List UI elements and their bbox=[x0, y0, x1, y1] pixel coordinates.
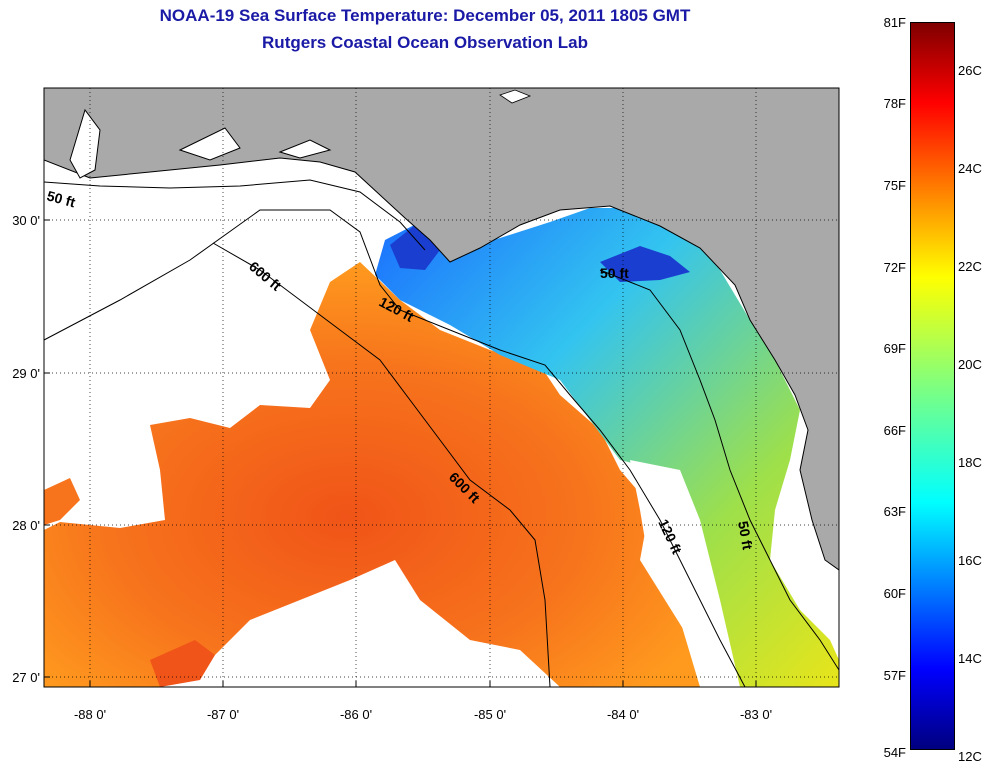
colorbar-c-label: 20C bbox=[958, 357, 982, 372]
contour-50ft bbox=[44, 179, 426, 251]
contour-label: 50 ft bbox=[45, 187, 77, 210]
warm-patch-west bbox=[44, 478, 80, 525]
colorbar-c-label: 16C bbox=[958, 553, 982, 568]
colorbar-f-label: 75F bbox=[883, 178, 906, 193]
lon-label: -86 0' bbox=[339, 707, 373, 722]
colorbar-f-label: 60F bbox=[883, 586, 906, 601]
colorbar-c-label: 22C bbox=[958, 259, 982, 274]
colorbar-f-label: 63F bbox=[883, 504, 906, 519]
colorbar-c-label: 18C bbox=[958, 455, 982, 470]
colorbar-f-label: 69F bbox=[883, 341, 906, 356]
axis-ticks bbox=[44, 219, 757, 687]
land-mass bbox=[44, 88, 839, 571]
depth-contours bbox=[44, 179, 839, 687]
lat-label: 28 0' bbox=[12, 518, 40, 533]
colorbar-f-label: 78F bbox=[883, 96, 906, 111]
map-subtitle: Rutgers Coastal Ocean Observation Lab bbox=[262, 33, 588, 52]
lon-label: -85 0' bbox=[473, 707, 507, 722]
temperature-colorbar bbox=[910, 22, 955, 750]
lat-label: 30 0' bbox=[12, 213, 40, 228]
warm-patch-south bbox=[150, 640, 215, 687]
contour-50ft-east bbox=[599, 269, 839, 671]
colorbar-f-label: 66F bbox=[883, 423, 906, 438]
colorbar-f-label: 72F bbox=[883, 260, 906, 275]
colorbar-c-label: 14C bbox=[958, 651, 982, 666]
lon-label: -83 0' bbox=[739, 707, 773, 722]
lon-label: -87 0' bbox=[206, 707, 240, 722]
lon-label: -88 0' bbox=[73, 707, 107, 722]
lat-label: 29 0' bbox=[12, 366, 40, 381]
warm-water-region bbox=[44, 262, 715, 687]
map-frame bbox=[43, 87, 840, 688]
lat-label: 27 0' bbox=[12, 670, 40, 685]
lon-label: -84 0' bbox=[606, 707, 640, 722]
contour-label: 50 ft bbox=[600, 265, 629, 281]
bay-water-2 bbox=[178, 127, 241, 161]
lake-feature bbox=[499, 89, 532, 104]
shelf-water-region bbox=[375, 208, 839, 687]
contour-label: 50 ft bbox=[735, 520, 756, 551]
colorbar-f-label: 81F bbox=[883, 15, 906, 30]
colorbar-f-label: 57F bbox=[883, 668, 906, 683]
map-title: NOAA-19 Sea Surface Temperature: Decembe… bbox=[159, 6, 691, 25]
bay-water-3 bbox=[278, 139, 332, 159]
colorbar-c-label: 12C bbox=[958, 749, 982, 764]
cold-nearshore-band-east bbox=[600, 246, 690, 282]
contour-600ft bbox=[212, 242, 551, 687]
colorbar-f-label: 54F bbox=[883, 745, 906, 760]
cold-nearshore-band bbox=[390, 225, 440, 270]
colorbar-c-label: 26C bbox=[958, 63, 982, 78]
contour-120ft bbox=[44, 209, 746, 687]
bay-water bbox=[69, 108, 101, 179]
colorbar-c-label: 24C bbox=[958, 161, 982, 176]
graticule bbox=[44, 88, 839, 687]
